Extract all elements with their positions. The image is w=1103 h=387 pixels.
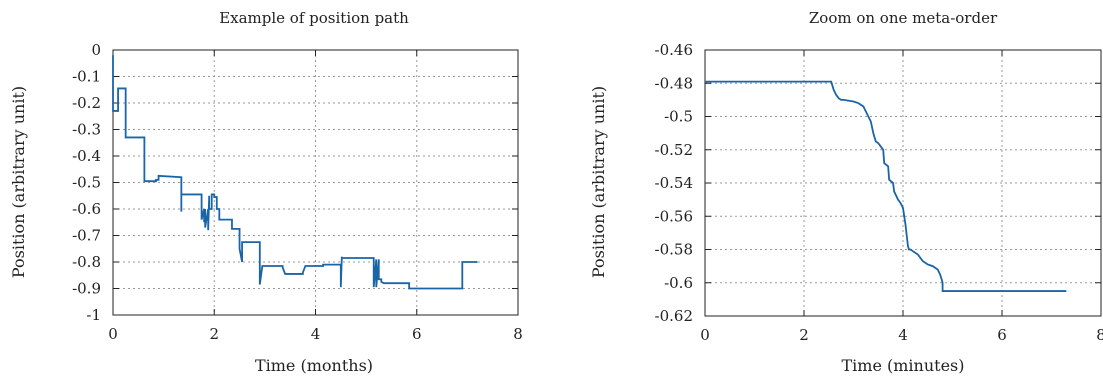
series-line xyxy=(112,55,478,290)
y-tick-label: -0.6 xyxy=(72,200,101,218)
y-axis-label: Position (arbitrary unit) xyxy=(589,86,608,278)
x-tick-label: 0 xyxy=(700,326,710,344)
x-tick-label: 0 xyxy=(108,325,118,343)
y-tick-label: -0.58 xyxy=(655,241,693,259)
y-tick-label: -0.2 xyxy=(72,94,101,112)
y-tick-label: -0.6 xyxy=(664,274,693,292)
y-tick-label: -0.5 xyxy=(664,108,693,126)
y-tick-labels: 0 -0.1 -0.2 -0.3 -0.4 -0.5 -0.6 -0.7 -0.8 -0.9 -1 xyxy=(72,41,101,324)
y-tick-label: -0.8 xyxy=(72,253,101,271)
y-tick-label: -0.62 xyxy=(655,307,693,325)
y-tick-label: 0 xyxy=(91,41,101,59)
chart-title: Zoom on one meta-order xyxy=(809,9,998,27)
grid xyxy=(705,50,1101,316)
x-tick-label: 2 xyxy=(209,325,219,343)
chart-title: Example of position path xyxy=(219,9,409,27)
y-tick-label: -1 xyxy=(86,306,101,324)
y-tick-label: -0.1 xyxy=(72,68,101,86)
x-axis-label: Time (months) xyxy=(255,356,373,375)
y-tick-label: -0.9 xyxy=(72,280,101,298)
axis-ticks xyxy=(704,49,1102,317)
x-tick-label: 8 xyxy=(513,325,523,343)
x-tick-label: 6 xyxy=(997,326,1007,344)
grid xyxy=(113,50,518,315)
y-tick-label: -0.3 xyxy=(72,121,101,139)
y-tick-label: -0.48 xyxy=(655,74,693,92)
y-tick-labels: -0.46 -0.48 -0.5 -0.52 -0.54 -0.56 -0.58 -0.6 -0… xyxy=(655,41,693,325)
y-tick-label: -0.5 xyxy=(72,174,101,192)
y-tick-label: -0.46 xyxy=(655,41,693,59)
y-tick-label: -0.7 xyxy=(72,227,101,245)
x-axis-label: Time (minutes) xyxy=(841,356,964,375)
y-tick-label: -0.4 xyxy=(72,147,101,165)
x-tick-label: 8 xyxy=(1096,326,1103,344)
x-tick-label: 4 xyxy=(898,326,908,344)
series-line xyxy=(705,80,1067,292)
chart-position-path: Example of position path 0 2 4 6 8 0 -0.1 -0.2… xyxy=(9,9,523,375)
y-tick-label: -0.56 xyxy=(655,207,693,225)
x-tick-label: 2 xyxy=(799,326,809,344)
y-tick-label: -0.54 xyxy=(655,174,693,192)
x-tick-label: 6 xyxy=(412,325,422,343)
x-tick-label: 4 xyxy=(311,325,321,343)
x-tick-labels: 0 2 4 6 8 xyxy=(108,325,523,343)
y-axis-label: Position (arbitrary unit) xyxy=(9,86,28,278)
axis-ticks xyxy=(112,49,519,316)
y-tick-label: -0.52 xyxy=(655,141,693,159)
x-tick-labels: 0 2 4 6 8 xyxy=(700,326,1103,344)
